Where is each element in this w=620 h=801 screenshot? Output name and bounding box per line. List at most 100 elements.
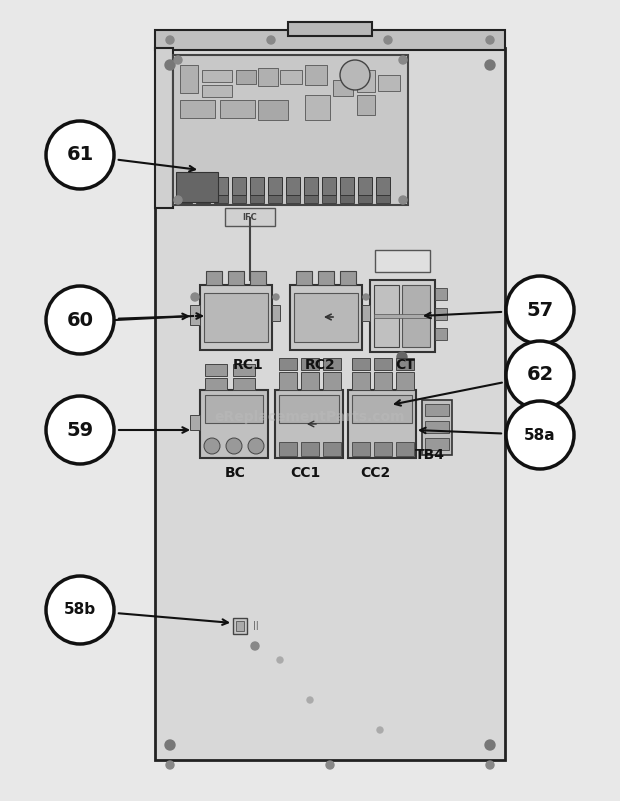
Bar bbox=[357, 70, 375, 92]
Bar bbox=[233, 364, 255, 376]
Bar bbox=[204, 293, 268, 342]
Text: 62: 62 bbox=[526, 365, 554, 384]
Circle shape bbox=[363, 294, 369, 300]
Bar bbox=[374, 372, 392, 390]
Text: ||: || bbox=[253, 622, 259, 630]
Bar bbox=[225, 208, 275, 226]
Bar bbox=[176, 172, 218, 202]
Bar bbox=[340, 195, 354, 203]
Bar bbox=[180, 65, 198, 93]
Text: RC2: RC2 bbox=[304, 358, 335, 372]
Bar bbox=[272, 305, 280, 321]
Bar bbox=[352, 372, 370, 390]
Bar bbox=[232, 177, 246, 195]
Circle shape bbox=[485, 740, 495, 750]
Text: 58b: 58b bbox=[64, 602, 96, 618]
Circle shape bbox=[46, 121, 114, 189]
Bar bbox=[296, 271, 312, 285]
Circle shape bbox=[46, 286, 114, 354]
Bar bbox=[250, 177, 264, 195]
Circle shape bbox=[399, 56, 407, 64]
Bar bbox=[425, 421, 449, 433]
Bar bbox=[280, 70, 302, 84]
Bar bbox=[322, 195, 336, 203]
Bar bbox=[376, 195, 390, 203]
Bar bbox=[214, 177, 228, 195]
Circle shape bbox=[399, 196, 407, 204]
Bar bbox=[376, 177, 390, 195]
Circle shape bbox=[506, 401, 574, 469]
Bar bbox=[301, 442, 319, 456]
Bar bbox=[323, 358, 341, 370]
Bar bbox=[268, 195, 282, 203]
Circle shape bbox=[174, 196, 182, 204]
Bar bbox=[258, 100, 288, 120]
Bar bbox=[396, 442, 414, 456]
Bar bbox=[305, 95, 330, 120]
Bar bbox=[202, 85, 232, 97]
Bar bbox=[279, 395, 339, 423]
Bar bbox=[358, 177, 372, 195]
Circle shape bbox=[277, 657, 283, 663]
Bar bbox=[190, 415, 200, 430]
Bar bbox=[196, 195, 210, 203]
Circle shape bbox=[204, 438, 220, 454]
Bar bbox=[348, 390, 416, 458]
Circle shape bbox=[166, 761, 174, 769]
Bar bbox=[190, 305, 200, 325]
Bar bbox=[155, 48, 505, 760]
Circle shape bbox=[46, 396, 114, 464]
Bar bbox=[206, 271, 222, 285]
Text: 61: 61 bbox=[66, 146, 94, 164]
Bar bbox=[374, 285, 399, 347]
Bar bbox=[301, 358, 319, 370]
Bar bbox=[322, 177, 336, 195]
Circle shape bbox=[506, 276, 574, 344]
Bar bbox=[375, 250, 430, 272]
Text: CC2: CC2 bbox=[360, 466, 390, 480]
Text: IFC: IFC bbox=[242, 212, 257, 222]
Circle shape bbox=[307, 697, 313, 703]
Bar bbox=[205, 364, 227, 376]
Circle shape bbox=[165, 60, 175, 70]
Circle shape bbox=[191, 293, 199, 301]
Circle shape bbox=[384, 36, 392, 44]
Bar bbox=[374, 442, 392, 456]
Bar bbox=[275, 390, 343, 458]
Circle shape bbox=[251, 642, 259, 650]
Bar bbox=[214, 195, 228, 203]
Bar bbox=[228, 271, 244, 285]
Bar bbox=[236, 70, 256, 84]
Circle shape bbox=[273, 294, 279, 300]
Circle shape bbox=[166, 36, 174, 44]
Text: 58a: 58a bbox=[524, 428, 556, 442]
Bar bbox=[357, 95, 375, 115]
Circle shape bbox=[397, 352, 407, 362]
Bar bbox=[352, 358, 370, 370]
Circle shape bbox=[248, 438, 264, 454]
Circle shape bbox=[486, 36, 494, 44]
Circle shape bbox=[377, 727, 383, 733]
Bar bbox=[370, 280, 435, 352]
Bar bbox=[323, 442, 341, 456]
Bar bbox=[250, 271, 266, 285]
Bar bbox=[233, 618, 247, 634]
Bar bbox=[340, 271, 356, 285]
Bar bbox=[362, 305, 370, 321]
Circle shape bbox=[165, 740, 175, 750]
Bar bbox=[268, 177, 282, 195]
Bar bbox=[279, 358, 297, 370]
Bar bbox=[258, 68, 278, 86]
Bar bbox=[435, 308, 447, 320]
Bar bbox=[396, 358, 414, 370]
Bar bbox=[294, 293, 358, 342]
Circle shape bbox=[506, 341, 574, 409]
Bar bbox=[233, 378, 255, 390]
Bar bbox=[304, 195, 318, 203]
Bar bbox=[425, 438, 449, 450]
Bar bbox=[422, 400, 452, 455]
Bar bbox=[286, 195, 300, 203]
Text: TB4: TB4 bbox=[415, 448, 445, 462]
Bar bbox=[374, 358, 392, 370]
Text: BC: BC bbox=[224, 466, 246, 480]
